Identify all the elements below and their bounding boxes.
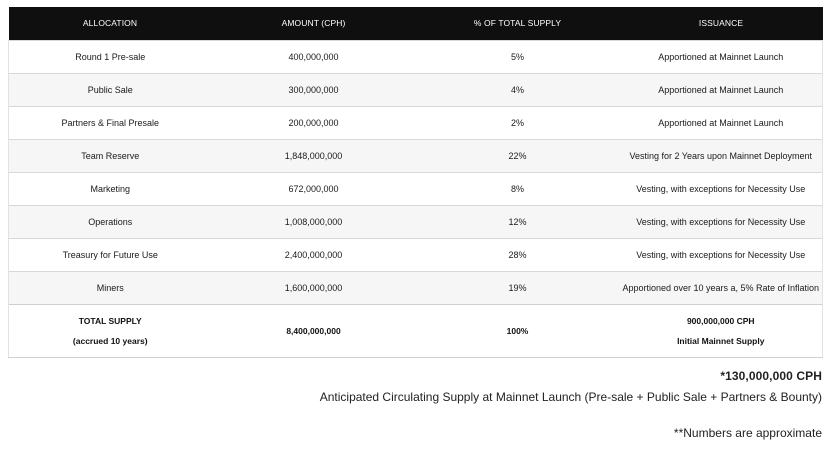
cell-percent: 4%	[415, 72, 620, 106]
cell-issuance: Vesting, with exceptions for Necessity U…	[619, 237, 823, 271]
total-label-line1: TOTAL SUPPLY	[78, 315, 142, 326]
cell-amount: 1,600,000,000	[211, 270, 416, 304]
cell-allocation: Partners & Final Presale	[8, 105, 212, 139]
total-issuance: 900,000,000 CPH Initial Mainnet Supply	[619, 303, 823, 358]
circulating-supply-amount: *130,000,000 CPH	[720, 369, 822, 383]
cell-amount: 1,848,000,000	[211, 138, 416, 172]
total-label-line2: (accrued 10 years)	[72, 335, 148, 346]
cell-amount: 2,400,000,000	[211, 237, 416, 271]
table-header-row: ALLOCATION AMOUNT (CPH) % OF TOTAL SUPPL…	[8, 7, 823, 40]
cell-percent: 2%	[415, 105, 620, 139]
cell-allocation: Public Sale	[8, 72, 212, 106]
total-issuance-line2: Initial Mainnet Supply	[677, 335, 765, 346]
cell-percent: 19%	[415, 270, 620, 304]
table-row: Operations 1,008,000,000 12% Vesting, wi…	[8, 204, 823, 238]
table-row: Partners & Final Presale 200,000,000 2% …	[8, 105, 823, 139]
header-allocation: ALLOCATION	[8, 7, 212, 40]
cell-issuance: Apportioned at Mainnet Launch	[619, 39, 823, 73]
total-issuance-line1: 900,000,000 CPH	[686, 315, 755, 326]
cell-allocation: Operations	[8, 204, 212, 238]
header-amount: AMOUNT (CPH)	[211, 7, 416, 40]
total-percent: 100%	[415, 303, 620, 358]
total-amount: 8,400,000,000	[211, 303, 416, 358]
footnotes: *130,000,000 CPH Anticipated Circulating…	[320, 369, 822, 440]
table-row: Marketing 672,000,000 8% Vesting, with e…	[8, 171, 823, 205]
cell-allocation: Team Reserve	[8, 138, 212, 172]
cell-issuance: Vesting, with exceptions for Necessity U…	[619, 204, 823, 238]
cell-allocation: Round 1 Pre-sale	[8, 39, 212, 73]
cell-amount: 672,000,000	[211, 171, 416, 205]
cell-percent: 5%	[415, 39, 620, 73]
cell-issuance: Apportioned over 10 years a, 5% Rate of …	[619, 270, 823, 304]
cell-amount: 200,000,000	[211, 105, 416, 139]
cell-issuance: Vesting for 2 Years upon Mainnet Deploym…	[619, 138, 823, 172]
cell-percent: 28%	[415, 237, 620, 271]
cell-allocation: Miners	[8, 270, 212, 304]
cell-percent: 8%	[415, 171, 620, 205]
cell-percent: 22%	[415, 138, 620, 172]
table-row: Round 1 Pre-sale 400,000,000 5% Apportio…	[8, 39, 823, 73]
circulating-supply-description: Anticipated Circulating Supply at Mainne…	[319, 390, 822, 404]
cell-issuance: Apportioned at Mainnet Launch	[619, 72, 823, 106]
table-row: Miners 1,600,000,000 19% Apportioned ove…	[8, 270, 823, 304]
cell-amount: 1,008,000,000	[211, 204, 416, 238]
cell-allocation: Treasury for Future Use	[8, 237, 212, 271]
cell-percent: 12%	[415, 204, 620, 238]
total-row: TOTAL SUPPLY (accrued 10 years) 8,400,00…	[8, 303, 823, 358]
cell-allocation: Marketing	[8, 171, 212, 205]
approximate-note: **Numbers are approximate	[673, 426, 822, 440]
table-row: Public Sale 300,000,000 4% Apportioned a…	[8, 72, 823, 106]
total-label: TOTAL SUPPLY (accrued 10 years)	[8, 303, 212, 358]
cell-issuance: Apportioned at Mainnet Launch	[619, 105, 823, 139]
header-issuance: ISSUANCE	[619, 7, 823, 40]
cell-issuance: Vesting, with exceptions for Necessity U…	[619, 171, 823, 205]
allocation-table: ALLOCATION AMOUNT (CPH) % OF TOTAL SUPPL…	[8, 7, 823, 358]
table-row: Team Reserve 1,848,000,000 22% Vesting f…	[8, 138, 823, 172]
header-percent: % OF TOTAL SUPPLY	[415, 7, 620, 40]
table-row: Treasury for Future Use 2,400,000,000 28…	[8, 237, 823, 271]
cell-amount: 400,000,000	[211, 39, 416, 73]
cell-amount: 300,000,000	[211, 72, 416, 106]
